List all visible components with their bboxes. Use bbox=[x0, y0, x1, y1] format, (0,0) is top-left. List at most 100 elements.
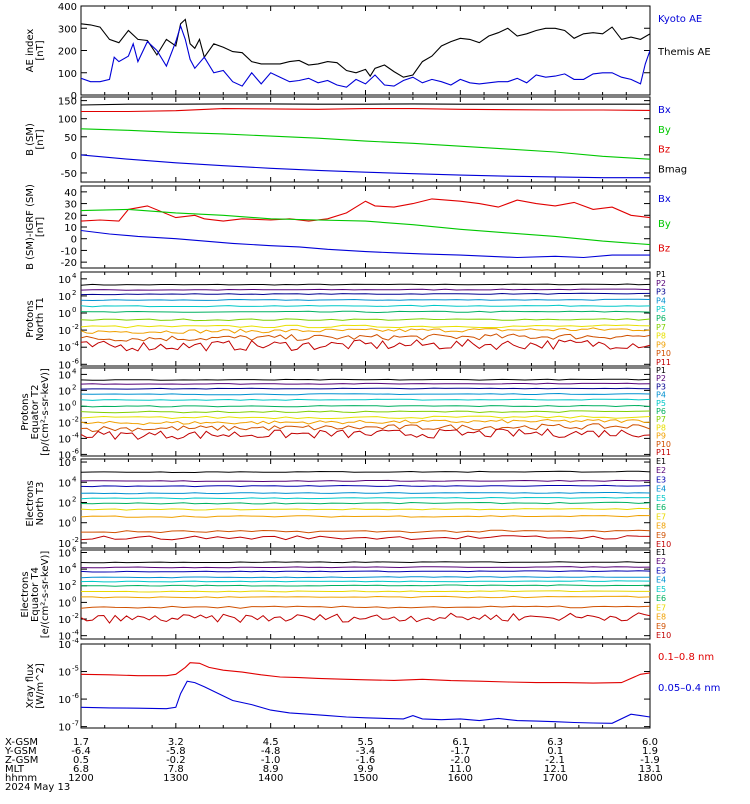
legend-entry-p4: P4 bbox=[656, 296, 666, 305]
y-tick-label: 10 bbox=[58, 615, 71, 626]
series-line-by bbox=[81, 128, 650, 160]
channel-line-p4 bbox=[81, 392, 650, 396]
y-tick-exponent: -6 bbox=[72, 447, 80, 455]
y-tick-label: 10 bbox=[64, 223, 77, 234]
y-tick-label: 400 bbox=[58, 2, 77, 13]
y-tick-label: 10 bbox=[58, 695, 71, 706]
legend-entry: 0.1–0.8 nm bbox=[658, 652, 714, 663]
channel-line-e4 bbox=[81, 576, 650, 579]
y-tick-label: 40 bbox=[64, 188, 77, 199]
ephemeris-row-label: X-GSM bbox=[5, 737, 38, 748]
panel-frame bbox=[80, 185, 651, 269]
y-tick-label: 300 bbox=[58, 24, 77, 35]
legend-entry-p5: P5 bbox=[656, 399, 666, 408]
ephemeris-value: 8.9 bbox=[263, 764, 279, 775]
legend-entry: Kyoto AE bbox=[658, 14, 702, 25]
legend-entry-e6: E6 bbox=[656, 503, 666, 512]
ephemeris-value: 1800 bbox=[637, 773, 662, 784]
ephemeris-value: 5.5 bbox=[358, 737, 374, 748]
series-line-0-05-0-4-nm bbox=[81, 680, 650, 724]
y-axis-label: B (SM) bbox=[25, 123, 36, 156]
ephemeris-value: 6.0 bbox=[642, 737, 658, 748]
y-tick-label: 50 bbox=[64, 133, 77, 144]
y-tick-exponent: 6 bbox=[72, 455, 77, 463]
legend-entry-e6: E6 bbox=[656, 594, 666, 603]
y-axis-label: Protons bbox=[25, 300, 36, 337]
y-axis-label: Equator T2 bbox=[30, 385, 41, 440]
channel-line-p3 bbox=[81, 292, 650, 296]
legend-entry-p6: P6 bbox=[656, 407, 666, 416]
legend-entry-p11: P11 bbox=[656, 448, 671, 457]
channel-line-p8 bbox=[81, 324, 650, 329]
y-tick-exponent: 0 bbox=[72, 516, 76, 524]
y-tick-exponent: -5 bbox=[72, 665, 79, 673]
y-axis-label: North T1 bbox=[35, 297, 46, 341]
ephemeris-value: -6.4 bbox=[71, 746, 91, 757]
legend-entry-e2: E2 bbox=[656, 466, 666, 475]
y-tick-label: 10 bbox=[58, 309, 71, 320]
legend-entry-e1: E1 bbox=[656, 457, 666, 466]
y-tick-label: 10 bbox=[58, 370, 71, 381]
y-tick-label: 10 bbox=[58, 478, 71, 489]
legend-entry: Bz bbox=[658, 145, 670, 156]
y-axis-label: [nT] bbox=[35, 40, 46, 60]
y-tick-exponent: 4 bbox=[72, 475, 77, 483]
y-tick-exponent: -2 bbox=[72, 536, 79, 544]
channel-line-e8 bbox=[81, 514, 650, 518]
legend-entry-e4: E4 bbox=[656, 576, 666, 585]
y-axis-label: AE index bbox=[25, 29, 36, 73]
y-tick-exponent: 2 bbox=[72, 383, 76, 391]
ephemeris-value: 1500 bbox=[353, 773, 378, 784]
y-tick-exponent: 6 bbox=[72, 545, 77, 553]
ephemeris-row-label: hhmm bbox=[5, 773, 37, 784]
legend-entry-e10: E10 bbox=[656, 631, 671, 640]
ephemeris-value: 11.0 bbox=[449, 764, 471, 775]
channel-line-e4 bbox=[81, 492, 650, 495]
channel-line-e1 bbox=[81, 470, 650, 474]
ephemeris-value: 1300 bbox=[163, 773, 188, 784]
channel-line-e10 bbox=[81, 612, 650, 624]
y-tick-label: 10 bbox=[58, 498, 71, 509]
legend-entry-p11: P11 bbox=[656, 358, 671, 367]
y-tick-label: 10 bbox=[58, 434, 71, 445]
channel-line-e3 bbox=[81, 570, 650, 573]
channel-line-p9 bbox=[81, 327, 650, 334]
legend-entry-p6: P6 bbox=[656, 314, 666, 323]
legend-entry-p8: P8 bbox=[656, 423, 666, 432]
legend-entry-p10: P10 bbox=[656, 349, 671, 358]
ephemeris-row-label: MLT bbox=[5, 764, 25, 775]
date-label: 2024 May 13 bbox=[5, 782, 70, 793]
legend-entry-e3: E3 bbox=[656, 475, 666, 484]
y-axis-label: Equator T4 bbox=[30, 567, 41, 622]
panel-frame bbox=[80, 643, 651, 729]
ephemeris-value: -4.8 bbox=[261, 746, 281, 757]
legend-entry: Bmag bbox=[658, 164, 687, 175]
ephemeris-value: -3.4 bbox=[356, 746, 376, 757]
legend-entry: 0.05–0.4 nm bbox=[658, 683, 720, 694]
channel-line-p2 bbox=[81, 288, 650, 291]
ephemeris-value: 13.1 bbox=[639, 764, 661, 775]
ephemeris-value: 6.3 bbox=[547, 737, 563, 748]
y-axis-label: Electrons bbox=[20, 571, 31, 617]
ephemeris-value: 1700 bbox=[542, 773, 567, 784]
legend-entry-p7: P7 bbox=[656, 323, 666, 332]
ephemeris-value: 9.9 bbox=[358, 764, 374, 775]
series-line-bx bbox=[81, 229, 650, 259]
ephemeris-value: 3.2 bbox=[168, 737, 184, 748]
y-tick-label: 10 bbox=[58, 640, 71, 651]
legend-entry-p7: P7 bbox=[656, 415, 666, 424]
channel-line-e9 bbox=[81, 605, 650, 609]
y-tick-exponent: 2 bbox=[72, 289, 76, 297]
legend-entry-p1: P1 bbox=[656, 366, 666, 375]
y-tick-exponent: -2 bbox=[72, 612, 79, 620]
channel-line-p5 bbox=[81, 304, 650, 308]
channel-line-p10 bbox=[81, 333, 650, 342]
legend-entry-p10: P10 bbox=[656, 440, 671, 449]
legend-entry-e10: E10 bbox=[656, 540, 671, 549]
ephemeris-value: -1.9 bbox=[640, 755, 660, 766]
legend-entry: By bbox=[658, 219, 671, 230]
y-tick-exponent: -4 bbox=[72, 629, 80, 637]
series-line-bmag bbox=[81, 103, 650, 106]
channel-line-e5 bbox=[81, 496, 650, 500]
legend-entry-e7: E7 bbox=[656, 603, 666, 612]
